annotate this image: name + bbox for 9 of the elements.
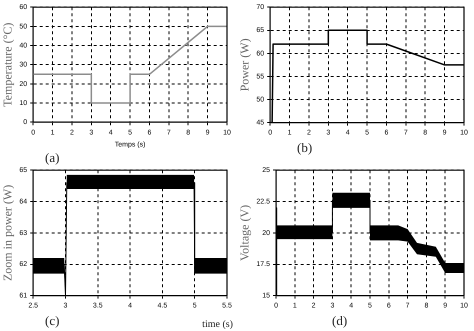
y-axis-title: Voltage (V) [237,204,252,261]
y-axis-title: Temperature (°C) [0,22,14,107]
text: (b) [297,140,312,156]
text: (a) [45,150,60,166]
text: (d) [332,313,348,329]
y-axis-title: Power (W) [237,38,252,92]
text: time (s) [202,319,233,330]
y-axis-title: Zoom in power (W) [0,184,14,282]
text: (c) [45,313,60,330]
